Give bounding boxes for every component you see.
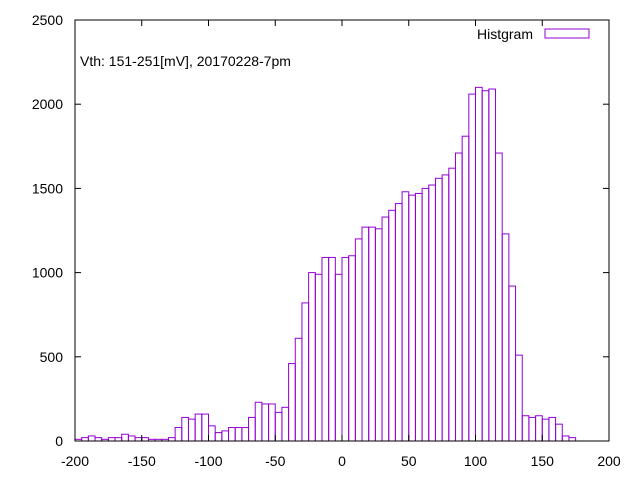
x-tick-label: -150 xyxy=(128,453,156,469)
x-tick-label: -200 xyxy=(61,453,89,469)
y-tick-label: 2500 xyxy=(32,12,63,28)
y-tick-label: 500 xyxy=(40,349,64,365)
y-tick-label: 0 xyxy=(55,433,63,449)
legend: Histgram xyxy=(477,26,590,42)
y-tick-label: 2000 xyxy=(32,96,63,112)
x-tick-label: 0 xyxy=(338,453,346,469)
y-axis-ticks: 0 500 1000 1500 2000 2500 xyxy=(32,12,609,449)
x-axis-ticks: -200 -150 -100 -50 0 50 100 150 200 xyxy=(61,20,621,469)
legend-label: Histgram xyxy=(477,26,533,42)
x-tick-label: 50 xyxy=(401,453,417,469)
legend-swatch xyxy=(544,28,590,39)
x-tick-label: 150 xyxy=(531,453,555,469)
x-tick-label: 200 xyxy=(597,453,621,469)
y-tick-label: 1500 xyxy=(32,180,63,196)
y-tick-label: 1000 xyxy=(32,265,63,281)
x-tick-label: 100 xyxy=(464,453,488,469)
annotation-text: Vth: 151-251[mV], 20170228-7pm xyxy=(80,53,291,69)
x-tick-label: -50 xyxy=(265,453,285,469)
x-tick-label: -100 xyxy=(194,453,222,469)
